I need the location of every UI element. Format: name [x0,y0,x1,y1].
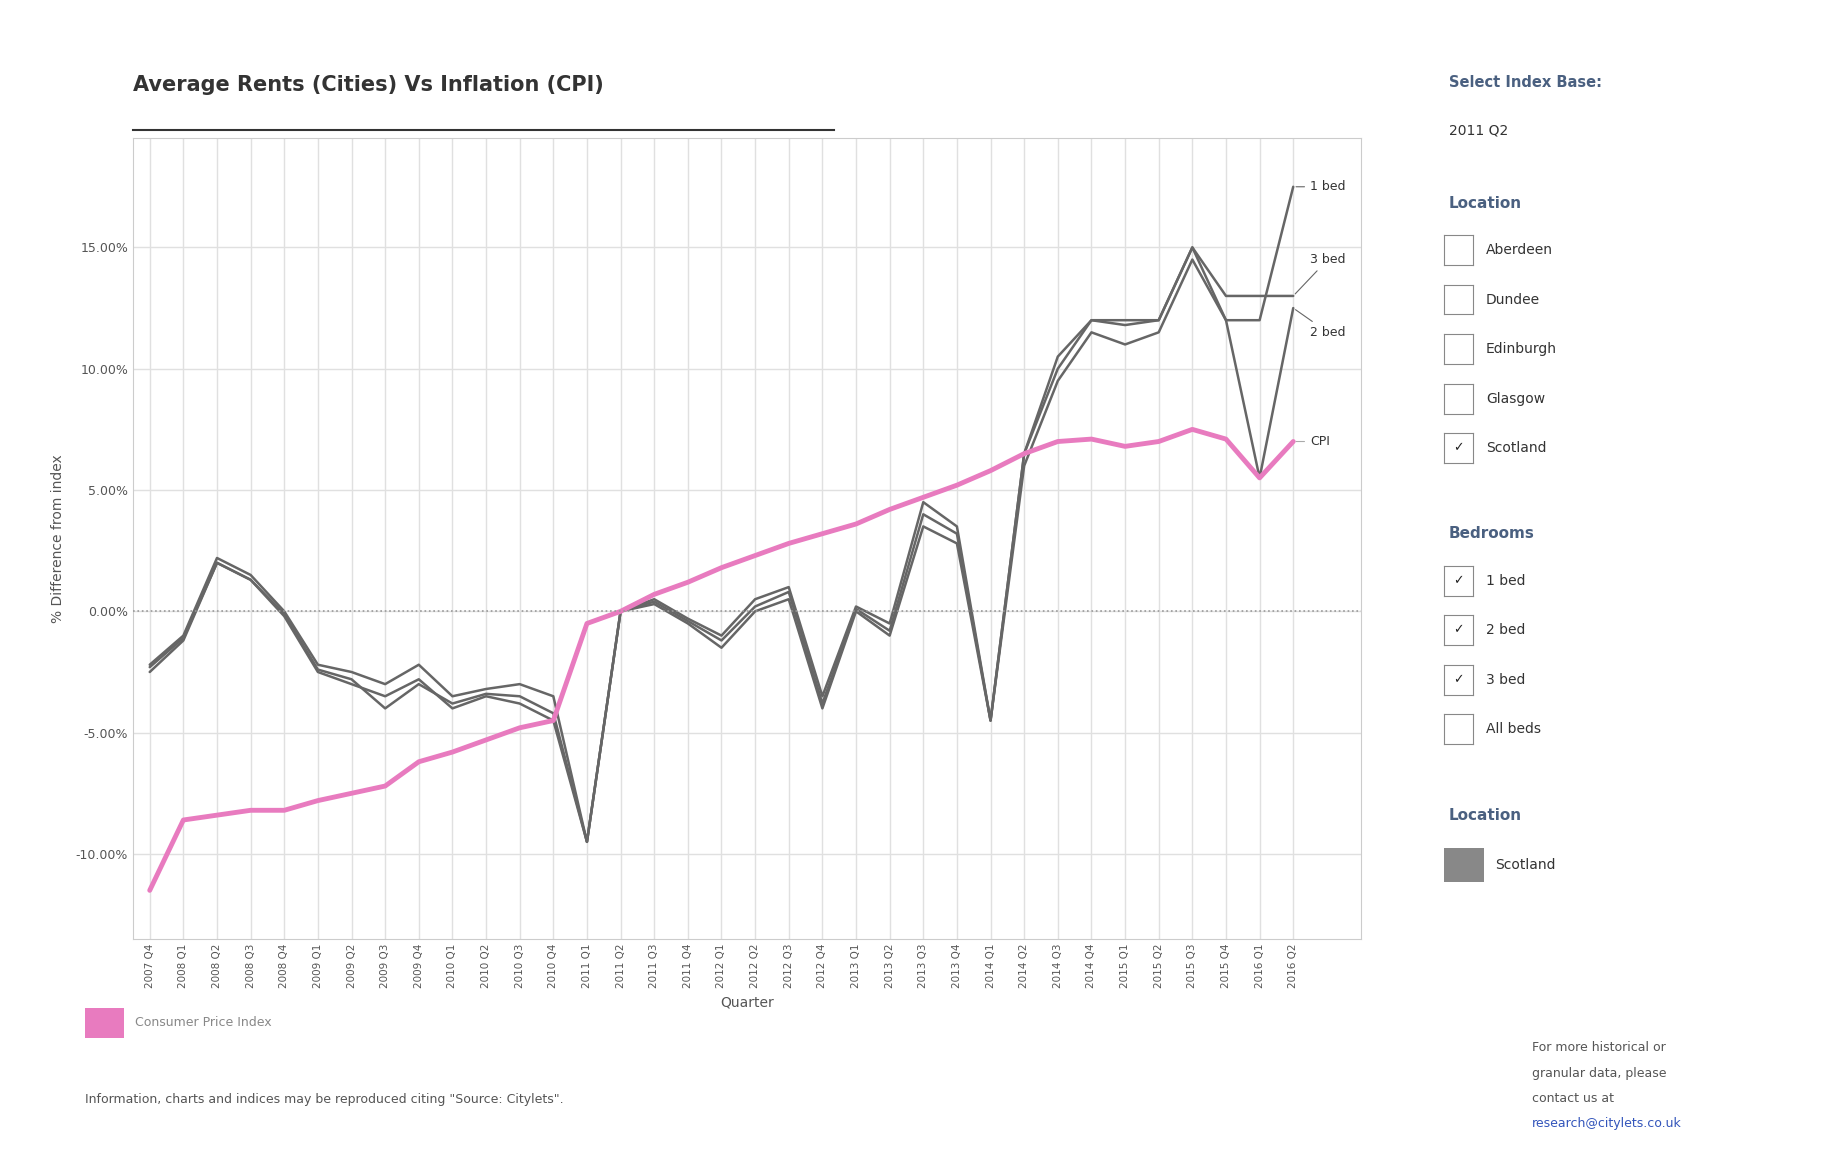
Text: 1 bed: 1 bed [1486,574,1525,588]
Text: All beds: All beds [1486,722,1541,736]
Text: granular data, please: granular data, please [1532,1067,1667,1079]
Text: 1 bed: 1 bed [1296,180,1346,194]
X-axis label: Quarter: Quarter [720,995,773,1009]
Text: 2011 Q2: 2011 Q2 [1449,123,1508,137]
Text: ✓: ✓ [1453,441,1464,455]
Text: For more historical or: For more historical or [1532,1041,1665,1054]
Text: ✓: ✓ [1453,574,1464,588]
Text: Scotland: Scotland [1486,441,1547,455]
Text: CPI: CPI [1296,435,1329,448]
Text: Bedrooms: Bedrooms [1449,526,1536,541]
Text: Edinburgh: Edinburgh [1486,342,1556,356]
Text: Consumer Price Index: Consumer Price Index [135,1016,271,1030]
Text: 2 bed: 2 bed [1486,623,1525,637]
Text: Location: Location [1449,196,1523,211]
Text: 3 bed: 3 bed [1296,253,1346,294]
Text: Dundee: Dundee [1486,293,1540,306]
Text: Information, charts and indices may be reproduced citing "Source: Citylets".: Information, charts and indices may be r… [85,1093,563,1106]
Text: contact us at: contact us at [1532,1092,1613,1105]
Text: 2 bed: 2 bed [1296,310,1346,339]
Text: Aberdeen: Aberdeen [1486,243,1552,257]
Text: Average Rents (Cities) Vs Inflation (CPI): Average Rents (Cities) Vs Inflation (CPI… [133,75,604,94]
Text: Glasgow: Glasgow [1486,392,1545,406]
Text: Scotland: Scotland [1495,858,1556,872]
Y-axis label: % Difference from index: % Difference from index [50,454,65,623]
Text: ✓: ✓ [1453,623,1464,637]
Text: 3 bed: 3 bed [1486,673,1525,687]
Text: ✓: ✓ [1453,673,1464,687]
Text: Location: Location [1449,808,1523,823]
Text: research@citylets.co.uk: research@citylets.co.uk [1532,1117,1682,1130]
Text: Select Index Base:: Select Index Base: [1449,75,1602,90]
